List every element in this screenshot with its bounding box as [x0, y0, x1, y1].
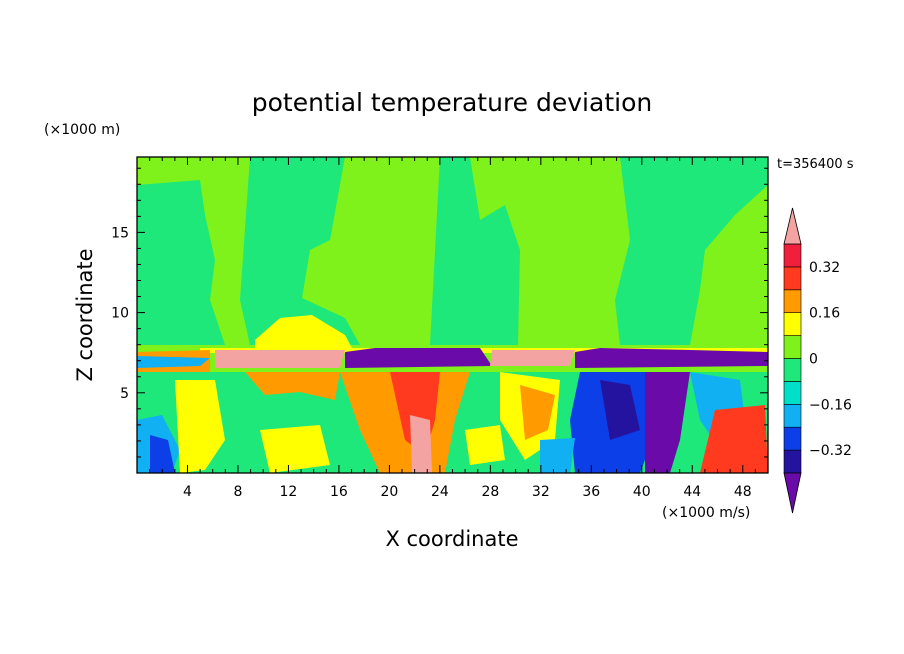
chart-title: potential temperature deviation — [252, 88, 652, 117]
colorbar-label: −0.16 — [809, 397, 852, 413]
colorbar-swatch — [783, 266, 802, 291]
colorbar-swatch — [783, 335, 802, 359]
y-unit-label: (×1000 m) — [44, 122, 120, 138]
contour-region — [255, 315, 352, 348]
x-tick-label: 12 — [280, 484, 298, 500]
contour-region — [240, 157, 360, 345]
contour-region — [575, 348, 768, 368]
colorbar-max-arrow — [783, 207, 802, 245]
plot-area — [137, 157, 768, 473]
contour-region — [430, 157, 520, 345]
x-tick-label: 44 — [683, 484, 701, 500]
contour-region — [410, 415, 432, 473]
y-tick-label: 5 — [120, 386, 129, 402]
y-axis-ticks: 5 10 15 — [111, 167, 768, 458]
contour-region — [137, 356, 210, 368]
contour-region — [490, 350, 575, 366]
colorbar-label: −0.32 — [809, 443, 852, 459]
x-tick-label: 16 — [330, 484, 348, 500]
colorbar-swatch — [783, 289, 802, 313]
contour-region — [600, 380, 640, 440]
contour-region — [465, 425, 505, 465]
contour-region — [345, 348, 492, 368]
contour-region — [150, 435, 175, 473]
contour-region — [215, 350, 345, 368]
y-axis-label: Z coordinate — [73, 248, 97, 381]
contour-region — [520, 385, 555, 440]
contour-region — [645, 372, 690, 473]
colorbar-swatch — [783, 358, 802, 382]
colorbar-swatch — [783, 243, 802, 268]
colorbar-label: 0 — [809, 352, 818, 368]
x-axis-ticks: 4 8 12 16 20 24 28 32 36 40 44 48 — [149, 157, 756, 500]
colorbar: 0.32 0.16 0 −0.16 −0.32 — [783, 207, 852, 514]
x-tick-label: 32 — [532, 484, 550, 500]
x-unit-label: (×1000 m/s) — [662, 505, 750, 521]
colorbar-swatch — [783, 312, 802, 336]
x-tick-label: 36 — [582, 484, 600, 500]
y-tick-label: 15 — [111, 225, 129, 241]
x-tick-label: 4 — [183, 484, 192, 500]
x-tick-label: 48 — [734, 484, 752, 500]
colorbar-swatch — [783, 426, 802, 451]
x-tick-label: 8 — [233, 484, 242, 500]
x-axis-label: X coordinate — [385, 527, 518, 551]
x-tick-label: 20 — [380, 484, 398, 500]
contour-region — [245, 372, 340, 400]
contour-region — [175, 380, 225, 473]
colorbar-swatch — [783, 403, 802, 428]
contour-region — [615, 157, 768, 345]
colorbar-swatch — [783, 449, 802, 474]
x-tick-label: 28 — [481, 484, 499, 500]
y-tick-label: 10 — [111, 306, 129, 322]
colorbar-label: 0.32 — [809, 260, 840, 276]
contour-region — [700, 405, 768, 473]
contour-region — [540, 438, 575, 473]
x-tick-label: 40 — [633, 484, 651, 500]
x-tick-label: 24 — [431, 484, 449, 500]
colorbar-swatch — [783, 381, 802, 405]
time-label: t=356400 s — [777, 157, 854, 172]
colorbar-label: 0.16 — [809, 306, 840, 322]
colorbar-min-arrow — [783, 472, 802, 514]
contour-region — [260, 425, 330, 473]
contour-region — [137, 180, 225, 345]
